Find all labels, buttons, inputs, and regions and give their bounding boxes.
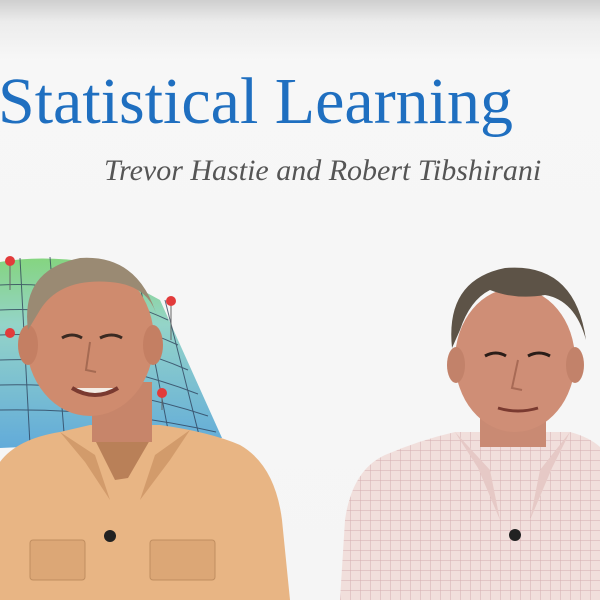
page-title: Statistical Learning [0,65,514,138]
authors-subtitle: Trevor Hastie and Robert Tibshirani [104,154,542,187]
left-presenter [0,257,290,600]
right-presenter [340,267,600,600]
